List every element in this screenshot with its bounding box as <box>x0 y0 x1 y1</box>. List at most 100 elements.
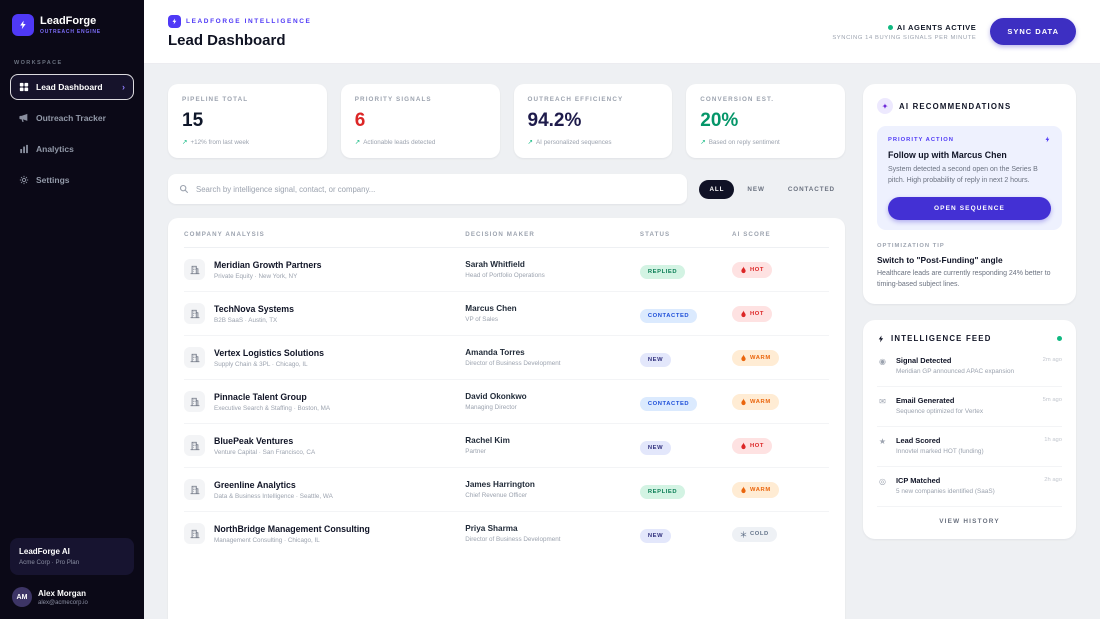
stat-note-text: +12% from last week <box>190 138 250 146</box>
ai-score-label: WARM <box>750 354 771 361</box>
sidebar-item-label: Outreach Tracker <box>36 113 106 123</box>
trend-up-icon: ↗ <box>182 139 188 146</box>
trend-up-icon: ↗ <box>527 139 533 146</box>
feed-item: ◉ Signal Detected Meridian GP announced … <box>877 347 1062 388</box>
filter-pill[interactable]: NEW <box>737 180 774 199</box>
company-subtitle: B2B SaaS · Austin, TX <box>214 316 278 324</box>
contact-name: Amanda Torres <box>465 348 525 357</box>
ai-score-badge: WARM <box>732 393 779 410</box>
sidebar-nav: Lead Dashboard › Outreach Tracker Analyt… <box>10 74 134 193</box>
stat-note: ↗ Actionable leads detected <box>355 138 486 147</box>
table-row[interactable]: Greenline Analytics Data & Business Inte… <box>184 468 829 512</box>
contact-cell: Rachel Kim Partner <box>465 436 640 455</box>
plan-subtitle: Acme Corp · Pro Plan <box>19 559 80 566</box>
company-cell: BluePeak Ventures Venture Capital · San … <box>184 435 465 456</box>
stat-cards: PIPELINE TOTAL 15 ↗ +12% from last week … <box>168 84 845 158</box>
feed-item-subtitle: Innovtel marked HOT (funding) <box>896 448 984 456</box>
flame-icon <box>741 485 746 493</box>
table-row[interactable]: Meridian Growth Partners Private Equity … <box>184 248 829 292</box>
company-subtitle: Management Consulting · Chicago, IL <box>214 536 320 544</box>
stat-label: OUTREACH EFFICIENCY <box>527 96 624 103</box>
sidebar-item-label: Lead Dashboard <box>36 82 103 92</box>
table-header-row: COMPANY ANALYSIS DECISION MAKER STATUS A… <box>184 218 829 248</box>
agents-status-sub: SYNCING 14 BUYING SIGNALS PER MINUTE <box>832 34 977 41</box>
flame-icon <box>741 353 746 361</box>
sparkle-icon: ✦ <box>877 98 893 114</box>
trend-up-icon: ↗ <box>700 139 706 146</box>
building-icon <box>184 391 205 412</box>
company-subtitle: Private Equity · New York, NY <box>214 272 298 280</box>
optimization-tip-label: OPTIMIZATION TIP <box>877 242 945 249</box>
agents-status: AI AGENTS ACTIVE SYNCING 14 BUYING SIGNA… <box>832 23 976 41</box>
bolt-icon <box>168 14 181 28</box>
contact-cell: Sarah Whitfield Head of Portfolio Operat… <box>465 260 640 279</box>
optimization-tip-title: Switch to "Post-Funding" angle <box>877 254 1003 265</box>
company-cell: NorthBridge Management Consulting Manage… <box>184 523 465 544</box>
feed-item-title: Email Generated <box>896 396 955 406</box>
sidebar-item-outreach-tracker[interactable]: Outreach Tracker <box>10 105 134 131</box>
filter-pill[interactable]: CONTACTED <box>778 180 845 199</box>
feed-item-icon: ✉ <box>879 397 886 407</box>
company-cell: Greenline Analytics Data & Business Inte… <box>184 479 465 500</box>
lead-table: COMPANY ANALYSIS DECISION MAKER STATUS A… <box>168 218 845 619</box>
bolt-icon <box>12 14 34 36</box>
ai-score-badge: WARM <box>732 349 779 366</box>
view-history-link[interactable]: VIEW HISTORY <box>939 518 1000 526</box>
stat-card: PRIORITY SIGNALS 6 ↗ Actionable leads de… <box>340 84 500 158</box>
score-cell: WARM <box>732 481 829 499</box>
contact-name: Marcus Chen <box>465 304 517 313</box>
status-badge: CONTACTED <box>639 309 698 323</box>
ai-score-label: HOT <box>750 310 765 317</box>
search-input[interactable] <box>196 184 677 194</box>
status-dot-icon <box>887 24 893 30</box>
table-row[interactable]: Pinnacle Talent Group Executive Search &… <box>184 380 829 424</box>
feed-item-icon: ◉ <box>879 357 886 367</box>
feed-item-title: ICP Matched <box>896 476 941 486</box>
live-dot-icon <box>1057 336 1062 342</box>
bar-chart-icon <box>19 144 29 154</box>
status-badge: REPLIED <box>639 485 686 499</box>
stat-note: ↗ AI personalized sequences <box>527 138 659 147</box>
table-row[interactable]: Vertex Logistics Solutions Supply Chain … <box>184 336 829 380</box>
chevron-right-icon: › <box>122 81 125 92</box>
sync-data-button[interactable]: SYNC DATA <box>990 18 1076 45</box>
table-row[interactable]: BluePeak Ventures Venture Capital · San … <box>184 424 829 468</box>
company-subtitle: Executive Search & Staffing · Boston, MA <box>214 404 331 412</box>
right-panel: ✦ AI RECOMMENDATIONS PRIORITY ACTION Fol… <box>863 84 1076 619</box>
ai-score-badge: HOT <box>732 305 773 322</box>
app-title: LeadForge <box>40 15 97 28</box>
company-name: Pinnacle Talent Group <box>214 391 307 402</box>
status-badge: NEW <box>639 353 672 367</box>
contact-name: James Harrington <box>465 480 535 489</box>
feed-item-time: 2h ago <box>1044 477 1062 484</box>
column-header-company: COMPANY ANALYSIS <box>184 231 265 238</box>
table-row[interactable]: TechNova Systems B2B SaaS · Austin, TX M… <box>184 292 829 336</box>
stat-value: 6 <box>354 110 366 131</box>
stat-label: CONVERSION EST. <box>700 96 775 103</box>
company-name: TechNova Systems <box>214 303 295 314</box>
feed-item-title: Signal Detected <box>896 356 952 366</box>
app-logo: LeadForge OUTREACH ENGINE <box>10 14 134 36</box>
user-menu[interactable]: AM Alex Morgan alex@acmecorp.io <box>10 587 134 607</box>
company-name: Meridian Growth Partners <box>214 259 322 270</box>
stat-value: 94.2% <box>527 110 582 131</box>
score-cell: WARM <box>732 393 829 411</box>
contact-title: Partner <box>465 448 486 455</box>
table-row[interactable]: NorthBridge Management Consulting Manage… <box>184 512 829 555</box>
sidebar-item-label: Settings <box>36 175 70 185</box>
company-name: NorthBridge Management Consulting <box>214 523 370 534</box>
sidebar-item-settings[interactable]: Settings <box>10 167 134 193</box>
open-sequence-button[interactable]: OPEN SEQUENCE <box>888 196 1051 220</box>
stat-value: 15 <box>182 110 204 131</box>
status-badge: NEW <box>639 529 672 543</box>
company-cell: Pinnacle Talent Group Executive Search &… <box>184 391 465 412</box>
optimization-tip: OPTIMIZATION TIP Switch to "Post-Funding… <box>877 243 1062 291</box>
main-area: LEADFORGE INTELLIGENCE Lead Dashboard AI… <box>144 0 1100 619</box>
sidebar-item-analytics[interactable]: Analytics <box>10 136 134 162</box>
company-subtitle: Supply Chain & 3PL · Chicago, IL <box>214 360 308 368</box>
score-cell: WARM <box>732 349 829 367</box>
ai-score-badge: HOT <box>732 261 773 278</box>
topbar-left: LEADFORGE INTELLIGENCE Lead Dashboard <box>168 14 311 49</box>
filter-pill[interactable]: ALL <box>699 179 735 199</box>
sidebar-item-lead-dashboard[interactable]: Lead Dashboard › <box>10 74 134 100</box>
